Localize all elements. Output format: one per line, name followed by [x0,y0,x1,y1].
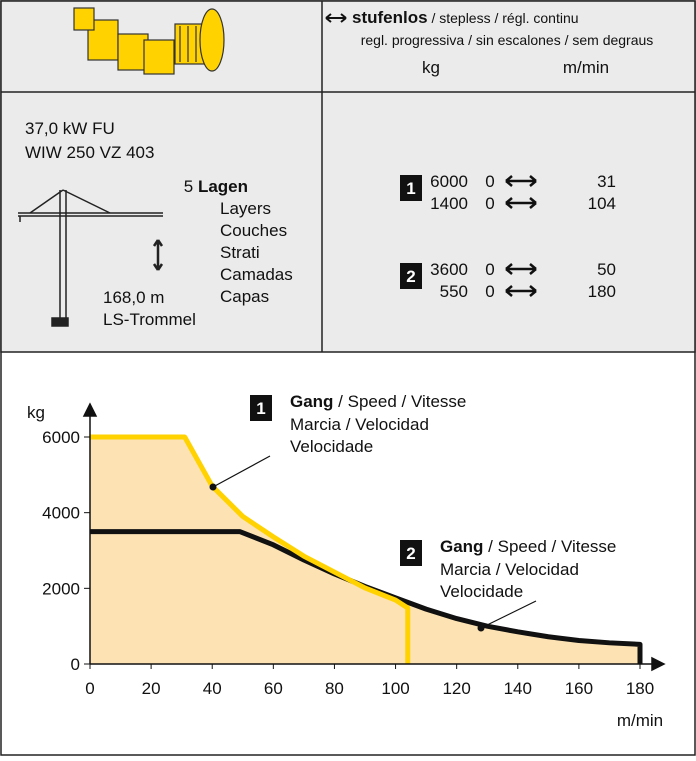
x-tick-label: 80 [325,679,344,698]
x-tick-label: 20 [142,679,161,698]
speed-to: 104 [588,194,616,213]
annotation-title: Gang / Speed / Vitesse [290,392,466,411]
y-tick-label: 6000 [42,428,80,447]
layer-translation: Camadas [220,265,293,284]
y-tick-label: 0 [71,655,80,674]
speed-from: 0 [485,260,494,279]
speed-from: 0 [485,172,494,191]
speed-to: 31 [597,172,616,191]
load: 1400 [430,194,468,213]
annotation-bold: Gang [290,392,333,411]
speed-from: 0 [485,282,494,301]
title-rest: / stepless / régl. continu [428,10,579,26]
layers: 5 Lagen [184,177,248,196]
x-tick-label: 0 [85,679,94,698]
x-axis-label: m/min [617,711,663,730]
layers-label: Lagen [198,177,248,196]
annotation-bold: Gang [440,537,483,556]
gear-marker: 1 [406,179,415,198]
power: 37,0 kW FU [25,119,115,138]
annotation-title: Gang / Speed / Vitesse [440,537,616,556]
gear-marker: 2 [406,544,415,563]
layer-translation: Layers [220,199,271,218]
load: 6000 [430,172,468,191]
x-tick-label: 100 [381,679,409,698]
x-tick-label: 120 [442,679,470,698]
x-tick-label: 60 [264,679,283,698]
x-tick-label: 160 [565,679,593,698]
speed-to: 50 [597,260,616,279]
unit-load: kg [422,58,440,77]
layer-translation: Strati [220,243,260,262]
x-tick-label: 40 [203,679,222,698]
annotation-line: Marcia / Velocidad [440,560,579,579]
gear-marker: 1 [256,399,265,418]
y-axis-label: kg [27,403,45,422]
gear-marker: 2 [406,267,415,286]
header-subtitle: regl. progressiva / sin escalones / sem … [361,32,654,48]
x-tick-label: 180 [626,679,654,698]
y-tick-label: 4000 [42,504,80,523]
layer-translation: Couches [220,221,287,240]
leader-dot [478,625,485,632]
annotation-line: Marcia / Velocidad [290,415,429,434]
unit-speed: m/min [563,58,609,77]
annotation-line: Velocidade [290,437,373,456]
layer-translation: Capas [220,287,269,306]
leader-dot [210,484,217,491]
annotation-line: Velocidade [440,582,523,601]
y-tick-label: 2000 [42,579,80,598]
load: 550 [440,282,468,301]
rope-length: 168,0 m [103,288,164,307]
speed-to: 180 [588,282,616,301]
annotation-rest: / Speed / Vitesse [483,537,616,556]
header-title: stufenlos / stepless / régl. continu [352,8,579,27]
load: 3600 [430,260,468,279]
speed-from: 0 [485,194,494,213]
x-tick-label: 140 [504,679,532,698]
title-bold: stufenlos [352,8,428,27]
drum: LS-Trommel [103,310,196,329]
model: WIW 250 VZ 403 [25,143,154,162]
annotation-rest: / Speed / Vitesse [333,392,466,411]
datasheet: stufenlos / stepless / régl. continu reg… [0,0,696,756]
layers-count: 5 [184,177,193,196]
